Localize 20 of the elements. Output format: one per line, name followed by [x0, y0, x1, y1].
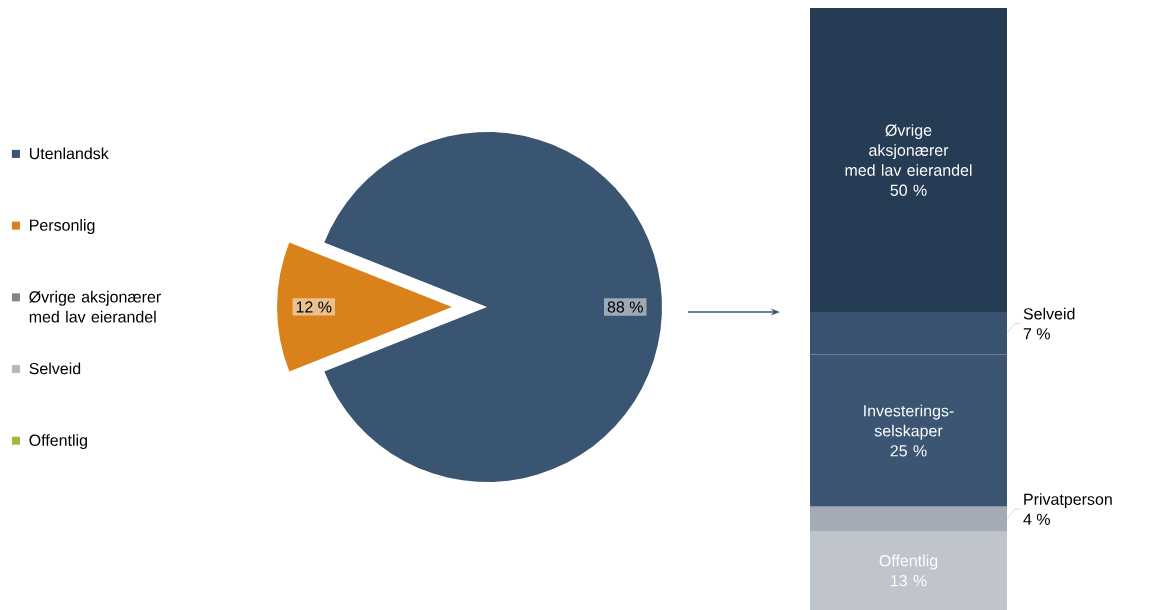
data-label: 13 % — [891, 575, 927, 587]
legend-label: Selveid — [29, 362, 81, 375]
bar — [810, 506, 1008, 531]
legend-label: Utenlandsk — [29, 147, 109, 160]
bar — [810, 7, 1008, 313]
data-label: 88 % — [607, 301, 643, 313]
bar — [810, 530, 1008, 610]
data-label: 12 % — [296, 301, 332, 313]
series-label: Offentlig — [879, 554, 938, 570]
data-label: 50 % — [890, 184, 927, 196]
legend-label: Øvrige aksjonærer med lav eierandel — [29, 290, 161, 323]
data-label: 7 % — [1023, 328, 1050, 340]
series-label: Øvrige aksjonærer med lav eierandel — [845, 124, 972, 176]
data-label: 25 % — [890, 445, 927, 457]
data-label: 4 % — [1023, 513, 1050, 525]
legend-label: Offentlig — [29, 434, 87, 450]
legend-label: Personlig — [30, 219, 95, 235]
series-label: Investerings-selskaper — [864, 404, 954, 440]
series-label: Selveid — [1023, 307, 1075, 320]
series-label: Privatperson — [1024, 493, 1112, 509]
